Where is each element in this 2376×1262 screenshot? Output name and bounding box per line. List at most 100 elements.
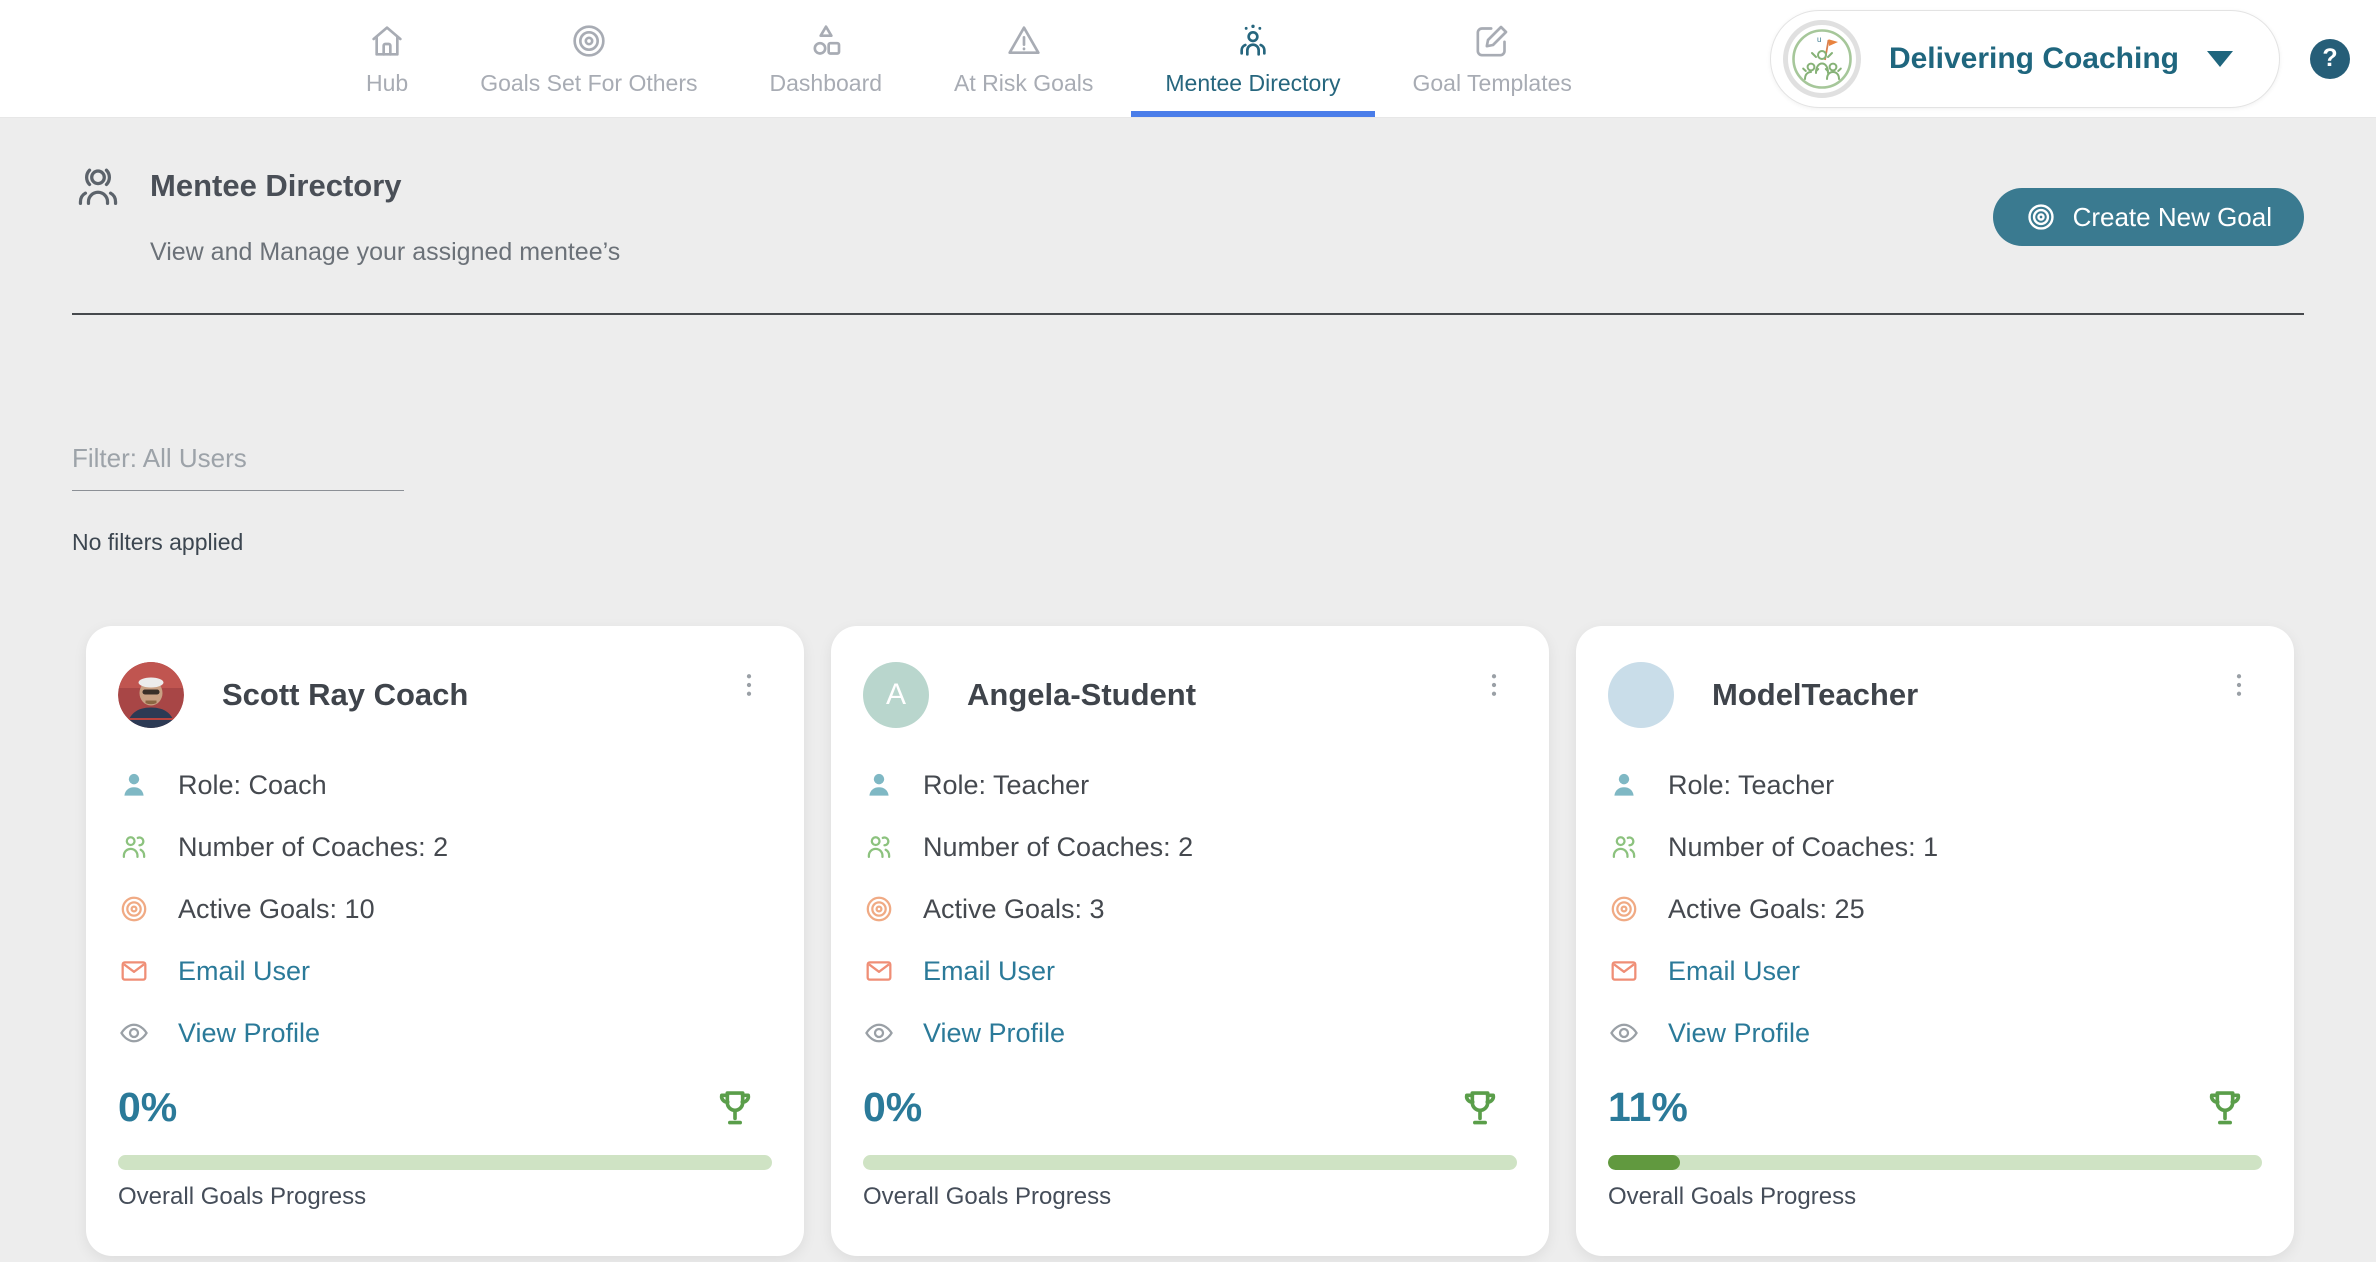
- envelope-icon: [1608, 955, 1640, 987]
- mentee-directory-icon: [72, 160, 124, 212]
- tab-label: Goals Set For Others: [480, 69, 698, 96]
- header-divider: [72, 313, 2304, 315]
- mentee-name: ModelTeacher: [1712, 677, 1919, 712]
- progress-percent: 11%: [1608, 1084, 1688, 1130]
- bullseye-icon: [118, 893, 150, 925]
- mentee-card: ModelTeacher Role: Teacher Number of Coa: [1576, 626, 2294, 1256]
- tab-goal-templates[interactable]: Goal Templates: [1377, 0, 1608, 117]
- progress-bar-fill: [1608, 1155, 1680, 1170]
- warning-triangle-icon: [1004, 21, 1044, 61]
- page-header: Mentee Directory View and Manage your as…: [0, 118, 2376, 315]
- filter-users-select[interactable]: Filter: All Users: [72, 443, 404, 491]
- active-goals-text: Active Goals: 10: [178, 893, 375, 924]
- page-title: Mentee Directory: [150, 168, 402, 203]
- progress-caption: Overall Goals Progress: [863, 1183, 1112, 1210]
- progress-caption: Overall Goals Progress: [1608, 1183, 1857, 1210]
- envelope-icon: [863, 955, 895, 987]
- person-icon: [1608, 769, 1640, 801]
- active-goals-row: Active Goals: 3: [863, 878, 1517, 940]
- topbar-right: u Delivering Coaching ?: [1769, 0, 2376, 117]
- envelope-icon: [118, 955, 150, 987]
- view-profile-row: View Profile: [863, 1002, 1517, 1064]
- template-edit-icon: [1472, 21, 1512, 61]
- role-row: Role: Teacher: [1608, 754, 2262, 816]
- tab-mentee-directory[interactable]: Mentee Directory: [1129, 0, 1376, 117]
- tab-hub[interactable]: Hub: [330, 0, 444, 117]
- eye-icon: [863, 1017, 895, 1049]
- kebab-menu-icon[interactable]: [1479, 670, 1509, 700]
- email-user-row: Email User: [863, 940, 1517, 1002]
- tab-label: Dashboard: [769, 69, 883, 96]
- bullseye-icon: [863, 893, 895, 925]
- progress-bar: [863, 1155, 1517, 1170]
- bullseye-icon: [2027, 204, 2054, 230]
- filter-status-text: No filters applied: [72, 529, 244, 555]
- people-icon: [118, 831, 150, 863]
- view-profile-link[interactable]: View Profile: [923, 1017, 1066, 1048]
- tab-label: Hub: [366, 69, 409, 96]
- mentee-card: A Angela-Student Role: Teacher Num: [831, 626, 1549, 1256]
- account-menu[interactable]: u Delivering Coaching: [1769, 9, 2280, 108]
- progress-percent: 0%: [863, 1084, 923, 1130]
- role-row: Role: Teacher: [863, 754, 1517, 816]
- top-navigation-bar: Hub Goals Set For Others Dashboard: [0, 0, 2376, 118]
- filter-select-value: Filter: All Users: [72, 443, 247, 473]
- people-icon: [863, 831, 895, 863]
- eye-icon: [1608, 1017, 1640, 1049]
- progress-percent: 0%: [118, 1084, 178, 1130]
- coaches-row: Number of Coaches: 2: [863, 816, 1517, 878]
- dashboard-shapes-icon: [806, 21, 846, 61]
- view-profile-row: View Profile: [118, 1002, 772, 1064]
- active-goals-text: Active Goals: 3: [923, 893, 1105, 924]
- active-goals-row: Active Goals: 25: [1608, 878, 2262, 940]
- view-profile-link[interactable]: View Profile: [178, 1017, 321, 1048]
- tab-label: Goal Templates: [1412, 69, 1572, 96]
- role-row: Role: Coach: [118, 754, 772, 816]
- coaches-row: Number of Coaches: 1: [1608, 816, 2262, 878]
- trophy-icon: [2202, 1085, 2248, 1131]
- bullseye-icon: [1608, 893, 1640, 925]
- page-subtitle: View and Manage your assigned mentee’s: [150, 238, 621, 266]
- kebab-menu-icon[interactable]: [2224, 670, 2254, 700]
- email-user-link[interactable]: Email User: [178, 955, 311, 986]
- progress-caption: Overall Goals Progress: [118, 1183, 367, 1210]
- coaches-text: Number of Coaches: 2: [923, 831, 1194, 862]
- tab-label: At Risk Goals: [954, 69, 1094, 96]
- avatar-blank: [1608, 662, 1674, 728]
- email-user-row: Email User: [118, 940, 772, 1002]
- avatar-photo: [118, 662, 184, 728]
- coaches-text: Number of Coaches: 2: [178, 831, 449, 862]
- role-text: Role: Coach: [178, 769, 327, 800]
- progress-bar: [1608, 1155, 2262, 1170]
- person-icon: [118, 769, 150, 801]
- nav-tabs: Hub Goals Set For Others Dashboard: [330, 0, 1608, 117]
- mentee-name: Scott Ray Coach: [222, 677, 469, 712]
- kebab-menu-icon[interactable]: [734, 670, 764, 700]
- active-goals-row: Active Goals: 10: [118, 878, 772, 940]
- help-button[interactable]: ?: [2310, 38, 2350, 79]
- coaches-row: Number of Coaches: 2: [118, 816, 772, 878]
- active-goals-text: Active Goals: 25: [1668, 893, 1865, 924]
- email-user-link[interactable]: Email User: [923, 955, 1056, 986]
- view-profile-link[interactable]: View Profile: [1668, 1017, 1811, 1048]
- tab-dashboard[interactable]: Dashboard: [734, 0, 919, 117]
- tab-goals-set-for-others[interactable]: Goals Set For Others: [444, 0, 733, 117]
- mentee-cards: Scott Ray Coach Role: Coach Number of Co: [86, 626, 2376, 1256]
- role-text: Role: Teacher: [1668, 769, 1835, 800]
- home-icon: [367, 21, 407, 61]
- email-user-row: Email User: [1608, 940, 2262, 1002]
- account-logo: u: [1782, 19, 1861, 98]
- role-text: Role: Teacher: [923, 769, 1090, 800]
- person-icon: [863, 769, 895, 801]
- tab-at-risk-goals[interactable]: At Risk Goals: [918, 0, 1129, 117]
- view-profile-row: View Profile: [1608, 1002, 2262, 1064]
- tab-label: Mentee Directory: [1165, 69, 1341, 96]
- create-new-goal-button[interactable]: Create New Goal: [1992, 188, 2304, 246]
- mentee-group-icon: [1233, 21, 1273, 61]
- coaches-text: Number of Coaches: 1: [1668, 831, 1939, 862]
- create-new-goal-label: Create New Goal: [2072, 201, 2272, 232]
- mentee-card: Scott Ray Coach Role: Coach Number of Co: [86, 626, 804, 1256]
- header-left: Mentee Directory View and Manage your as…: [72, 160, 620, 267]
- mentee-name: Angela-Student: [967, 677, 1197, 712]
- email-user-link[interactable]: Email User: [1668, 955, 1801, 986]
